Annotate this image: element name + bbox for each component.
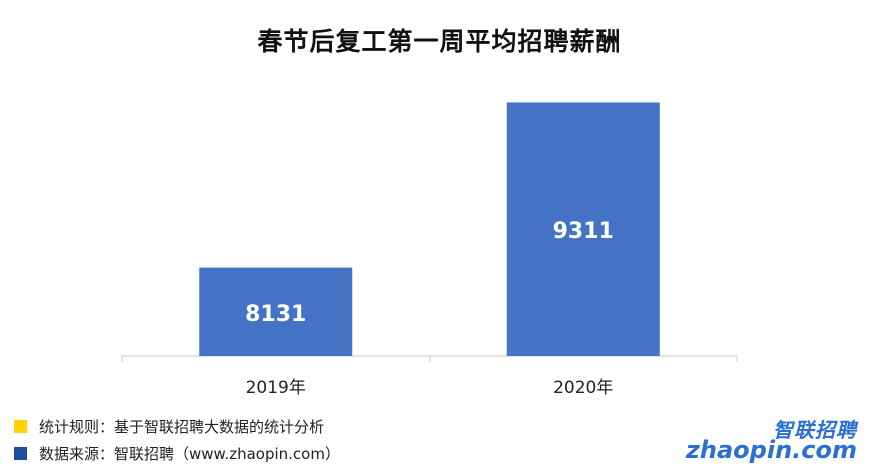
logo-cn-text: 智联招聘 [773, 418, 857, 442]
blue-square-icon [14, 447, 27, 460]
footer-rule: 统计规则：基于智联招聘大数据的统计分析 [14, 416, 324, 437]
bar-value-label-0: 8131 [245, 302, 306, 327]
x-tick-label-1: 2020年 [553, 378, 613, 398]
bar-0 [199, 267, 353, 356]
footer-rule-text: 统计规则：基于智联招聘大数据的统计分析 [39, 418, 325, 436]
footer-source: 数据来源：智联招聘（www.zhaopin.com） [14, 443, 340, 464]
yellow-square-icon [14, 420, 27, 433]
footer-source-text: 数据来源：智联招聘（www.zhaopin.com） [39, 445, 340, 463]
chart-title: 春节后复工第一周平均招聘薪酬 [257, 27, 622, 56]
zhaopin-logo: 智联招聘 zhaopin.com [686, 414, 861, 470]
x-tick-label-0: 2019年 [246, 378, 306, 398]
bar-chart: 8131 2019年 9311 2020年 [121, 102, 738, 398]
logo-en-text: zhaopin.com [685, 436, 857, 464]
bar-1 [506, 102, 660, 357]
bar-value-label-1: 9311 [553, 219, 614, 244]
